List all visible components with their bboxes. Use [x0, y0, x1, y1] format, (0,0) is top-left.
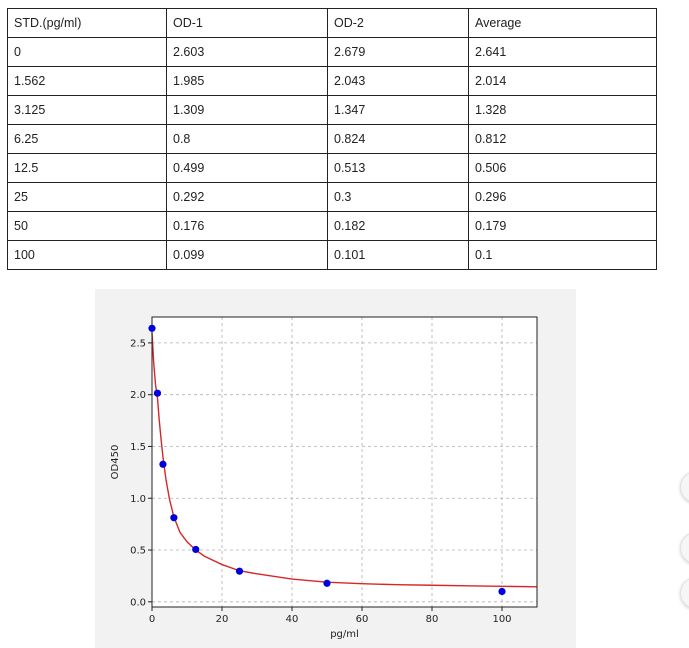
table-cell: 0.1 [468, 240, 657, 270]
data-point [153, 389, 162, 397]
y-axis-label: OD450 [110, 445, 121, 480]
plot-area [152, 317, 537, 607]
table-row: 6.25 0.8 0.824 0.812 [7, 124, 657, 154]
column-header-od1: OD-1 [166, 8, 328, 38]
column-header-average: Average [468, 8, 657, 38]
table-cell: 0.824 [327, 124, 469, 154]
side-round-button[interactable] [680, 577, 689, 609]
data-point [235, 567, 244, 575]
data-point [323, 579, 331, 587]
table-cell: 1.309 [166, 95, 328, 125]
table-cell: 50 [7, 211, 167, 241]
table-cell: 0.8 [166, 124, 328, 154]
table-cell: 0.812 [468, 124, 657, 154]
table-row: 1.562 1.985 2.043 2.014 [7, 66, 657, 96]
standard-curve-table: STD.(pg/ml) OD-1 OD-2 Average 0 2.603 2.… [7, 8, 657, 270]
x-tick-label: 20 [216, 614, 229, 625]
table-cell: 2.641 [468, 37, 657, 67]
column-header-std: STD.(pg/ml) [7, 8, 167, 38]
table-cell: 2.014 [468, 66, 657, 96]
table-header-row: STD.(pg/ml) OD-1 OD-2 Average [7, 8, 657, 38]
data-point [192, 545, 200, 554]
standard-curve-chart: 0 20 40 60 80 100 0.0 0.5 1.0 1.5 2.0 2.5 pg/ml OD450 [110, 316, 538, 640]
data-point [159, 460, 167, 468]
table-cell: 0.176 [166, 211, 328, 241]
table-cell: 0.182 [327, 211, 469, 241]
table-row: 0 2.603 2.679 2.641 [7, 37, 657, 67]
side-round-button[interactable] [680, 471, 689, 503]
table-cell: 0.296 [468, 182, 657, 212]
table-cell: 0.499 [166, 153, 328, 183]
table-cell: 1.347 [327, 95, 469, 125]
table-cell: 2.043 [327, 66, 469, 96]
table-cell: 3.125 [7, 95, 167, 125]
table-cell: 25 [7, 182, 167, 212]
table-cell: 2.603 [166, 37, 328, 67]
table-cell: 0.506 [468, 153, 657, 183]
column-header-od2: OD-2 [327, 8, 469, 38]
table-cell: 0.179 [468, 211, 657, 241]
x-tick-label: 40 [286, 614, 299, 625]
table-cell: 1.985 [166, 66, 328, 96]
table-cell: 0.292 [166, 182, 328, 212]
chart-panel: 0 20 40 60 80 100 0.0 0.5 1.0 1.5 2.0 2.5 pg/ml OD450 [95, 289, 576, 648]
table-cell: 0.101 [327, 240, 469, 270]
y-tick-label: 2.5 [130, 338, 146, 349]
side-round-button[interactable] [680, 532, 689, 564]
y-tick-label: 0.0 [130, 597, 146, 608]
table-cell: 100 [7, 240, 167, 270]
table-cell: 0.513 [327, 153, 469, 183]
table-row: 25 0.292 0.3 0.296 [7, 182, 657, 212]
table-cell: 0.3 [327, 182, 469, 212]
plot-frame [151, 316, 538, 608]
y-tick-label: 0.5 [130, 546, 146, 557]
table-row: 12.5 0.499 0.513 0.506 [7, 153, 657, 183]
y-tick-label: 1.0 [130, 494, 146, 505]
table-cell: 1.328 [468, 95, 657, 125]
table-cell: 0 [7, 37, 167, 67]
table-cell: 6.25 [7, 124, 167, 154]
x-tick-label: 80 [426, 614, 439, 625]
data-point [498, 587, 506, 596]
x-tick-label: 0 [149, 614, 155, 625]
table-cell: 1.562 [7, 66, 167, 96]
table-cell: 12.5 [7, 153, 167, 183]
x-tick-label: 60 [356, 614, 369, 625]
y-tick-label: 2.0 [130, 390, 146, 401]
table-row: 50 0.176 0.182 0.179 [7, 211, 657, 241]
table-row: 3.125 1.309 1.347 1.328 [7, 95, 657, 125]
table-cell: 0.099 [166, 240, 328, 270]
table-cell: 2.679 [327, 37, 469, 67]
x-axis-label: pg/ml [330, 629, 359, 640]
data-point [170, 514, 178, 522]
table-row: 100 0.099 0.101 0.1 [7, 240, 657, 270]
y-tick-label: 1.5 [130, 442, 146, 453]
x-tick-label: 100 [492, 614, 511, 625]
data-point [148, 324, 156, 332]
